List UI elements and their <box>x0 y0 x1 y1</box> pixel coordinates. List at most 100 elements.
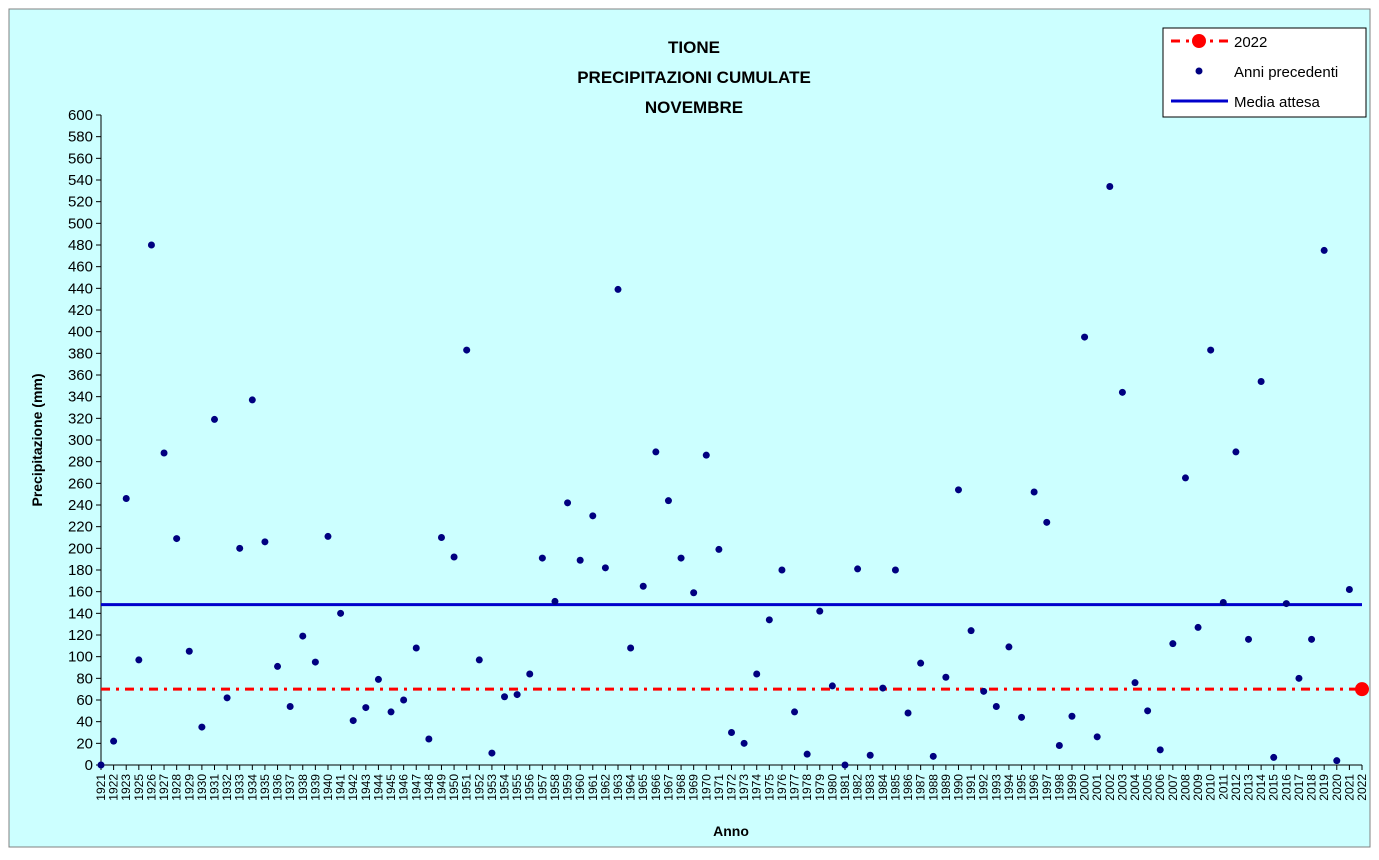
data-point <box>1005 643 1013 651</box>
x-tick-label: 1932 <box>220 774 234 801</box>
x-tick-label: 1954 <box>498 774 512 801</box>
data-point <box>728 729 735 736</box>
y-axis: 0 20 40 60 80 100 120 140 160 180 200 220 240 260 280 3… <box>68 107 102 774</box>
x-tick-label: 2010 <box>1204 774 1218 801</box>
x-tick-label: 1938 <box>296 774 310 801</box>
y-tick-label: 20 <box>76 735 93 752</box>
data-point <box>349 717 357 725</box>
y-tick-label: 100 <box>68 649 93 666</box>
chart-title-line-3: NOVEMBRE <box>645 98 743 117</box>
x-tick-label: 1951 <box>460 774 474 801</box>
x-tick-label: 1950 <box>447 774 461 801</box>
x-tick-label: 1984 <box>876 774 890 801</box>
x-tick-label: 1925 <box>132 774 146 801</box>
x-tick-label: 1978 <box>800 774 814 801</box>
y-tick-label: 60 <box>76 692 93 709</box>
data-point <box>791 708 799 716</box>
y-tick-label: 220 <box>68 519 93 536</box>
data-point <box>160 449 168 457</box>
x-tick-label: 1943 <box>359 774 373 801</box>
x-tick-label: 1955 <box>510 774 524 801</box>
x-tick-label: 1970 <box>699 774 713 801</box>
data-point <box>374 675 382 683</box>
data-point <box>437 534 445 541</box>
data-point <box>1282 600 1290 608</box>
y-tick-label: 500 <box>68 215 93 232</box>
x-tick-label: 1972 <box>725 774 739 801</box>
data-point <box>1055 742 1063 749</box>
data-point <box>967 627 975 635</box>
x-tick-label: 2008 <box>1178 774 1192 801</box>
data-point <box>311 658 319 666</box>
data-point <box>223 694 231 702</box>
y-tick-label: 580 <box>68 129 93 146</box>
x-tick-label: 1992 <box>977 774 991 801</box>
data-point <box>412 644 420 652</box>
data-point <box>652 448 660 456</box>
x-tick-label: 1946 <box>397 774 411 801</box>
data-point <box>891 566 899 574</box>
x-tick-label: 1998 <box>1052 774 1066 801</box>
legend: 2022 Anni precedenti Media attesa <box>1162 27 1367 118</box>
x-tick-label: 1988 <box>926 774 940 801</box>
x-tick-label: 1966 <box>649 774 663 801</box>
x-tick-label: 1930 <box>195 774 209 801</box>
data-point <box>879 684 887 692</box>
x-tick-label: 1977 <box>788 774 802 801</box>
x-tick-label: 1969 <box>687 774 701 801</box>
x-tick-label: 1996 <box>1027 774 1041 801</box>
x-tick-label: 1928 <box>170 774 184 801</box>
x-tick-label: 1937 <box>283 774 297 801</box>
data-point <box>110 737 118 745</box>
data-point <box>601 564 609 572</box>
x-tick-label: 1927 <box>157 774 171 801</box>
x-tick-label: 1929 <box>182 774 196 801</box>
x-tick-label: 2006 <box>1153 774 1167 801</box>
y-tick-label: 460 <box>68 259 93 276</box>
x-tick-label: 2021 <box>1342 774 1356 801</box>
data-point <box>1270 753 1278 761</box>
x-tick-label: 1953 <box>485 774 499 801</box>
x-tick-label: 2009 <box>1191 774 1205 801</box>
data-point <box>1131 679 1139 687</box>
data-point <box>942 673 950 681</box>
data-point <box>828 682 836 690</box>
data-point <box>1156 746 1164 754</box>
x-tick-label: 1922 <box>107 774 121 801</box>
data-point <box>1169 640 1177 648</box>
y-tick-label: 520 <box>68 194 93 211</box>
y-tick-label: 400 <box>68 324 93 341</box>
data-point <box>475 656 483 664</box>
data-point <box>740 739 748 747</box>
data-point <box>702 451 710 459</box>
data-point <box>1093 733 1101 741</box>
x-tick-label: 1990 <box>951 774 965 801</box>
data-point <box>173 535 181 543</box>
x-tick-label: 1979 <box>813 774 827 801</box>
data-point <box>1181 474 1189 482</box>
data-point <box>1118 388 1126 396</box>
x-tick-label: 2005 <box>1141 774 1155 801</box>
data-point <box>765 616 773 624</box>
x-tick-label: 1923 <box>119 774 133 801</box>
data-point <box>576 556 584 564</box>
data-point <box>450 553 458 561</box>
data-point <box>538 554 546 562</box>
chart-area-background <box>8 8 1371 848</box>
x-tick-label: 1926 <box>144 774 158 801</box>
x-tick-label: 2007 <box>1166 774 1180 801</box>
x-tick-label: 2019 <box>1317 774 1331 801</box>
x-tick-label: 1960 <box>573 774 587 801</box>
current-year-reference-layer <box>101 682 1369 697</box>
y-axis-label: Precipitazione (mm) <box>29 373 45 506</box>
data-point <box>614 285 622 293</box>
legend-label-previous-years: Anni precedenti <box>1234 64 1338 81</box>
data-point <box>1068 712 1076 720</box>
y-tick-label: 420 <box>68 302 93 319</box>
x-tick-label: 2002 <box>1103 774 1117 801</box>
x-tick-label: 1993 <box>989 774 1003 801</box>
y-tick-label: 180 <box>68 562 93 579</box>
data-point <box>1320 246 1328 254</box>
data-point <box>236 544 244 552</box>
